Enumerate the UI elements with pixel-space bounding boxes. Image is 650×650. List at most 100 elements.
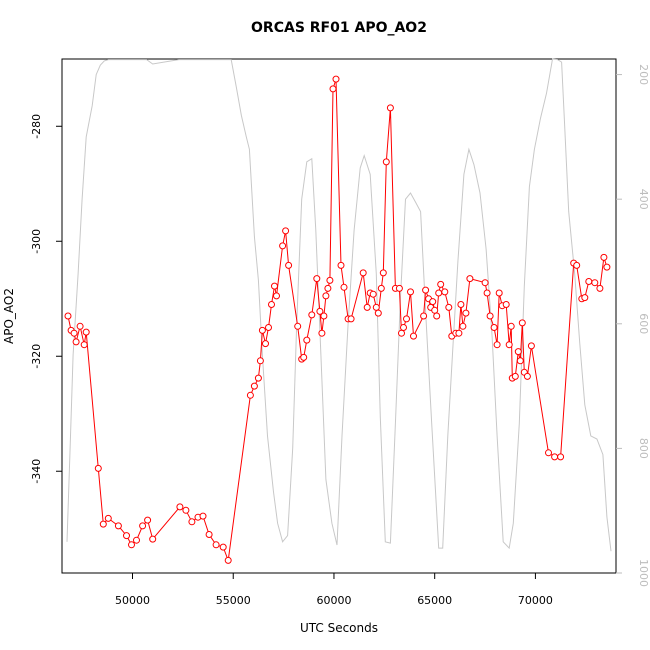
data-point bbox=[435, 289, 443, 297]
data-point bbox=[250, 382, 258, 390]
data-point bbox=[144, 516, 152, 524]
data-point bbox=[596, 284, 604, 292]
data-point bbox=[188, 518, 196, 526]
x-tick-label: 50000 bbox=[115, 594, 150, 607]
data-point bbox=[527, 342, 535, 350]
data-point bbox=[437, 280, 445, 288]
right-y-tick-label: 800 bbox=[637, 438, 650, 459]
data-point bbox=[326, 276, 334, 284]
data-point bbox=[518, 319, 526, 327]
data-point bbox=[254, 374, 262, 382]
data-point bbox=[303, 336, 311, 344]
data-point bbox=[273, 292, 280, 300]
data-point bbox=[80, 341, 88, 349]
data-point bbox=[386, 104, 394, 112]
data-point bbox=[199, 512, 207, 520]
data-point bbox=[483, 289, 491, 297]
right-y-tick-label: 400 bbox=[637, 189, 650, 210]
data-point bbox=[318, 329, 326, 337]
data-point bbox=[308, 311, 316, 319]
data-point bbox=[420, 312, 428, 320]
x-tick-label: 55000 bbox=[216, 594, 251, 607]
data-point bbox=[300, 353, 308, 361]
data-point bbox=[133, 536, 140, 544]
data-point bbox=[377, 284, 385, 292]
data-point bbox=[182, 506, 190, 514]
data-point bbox=[64, 312, 72, 320]
data-point bbox=[422, 286, 430, 294]
x-tick-label: 60000 bbox=[316, 594, 351, 607]
data-point bbox=[94, 464, 102, 472]
data-point bbox=[359, 269, 367, 277]
data-point bbox=[400, 324, 407, 331]
data-point bbox=[573, 261, 581, 269]
data-point bbox=[372, 303, 380, 311]
data-point bbox=[258, 326, 266, 334]
data-point bbox=[114, 522, 122, 530]
data-point bbox=[523, 372, 531, 380]
data-point bbox=[313, 275, 321, 283]
data-point bbox=[282, 227, 290, 235]
data-point bbox=[205, 531, 213, 538]
data-point bbox=[431, 306, 439, 314]
data-point bbox=[379, 269, 387, 277]
data-point bbox=[320, 312, 328, 320]
y-axis: -340 -320 -300 -280 bbox=[30, 114, 62, 484]
data-point bbox=[246, 391, 254, 399]
data-point bbox=[374, 309, 382, 317]
data-point bbox=[279, 242, 287, 250]
data-point bbox=[149, 535, 157, 543]
data-point bbox=[466, 275, 474, 283]
data-point bbox=[128, 541, 135, 549]
data-point bbox=[490, 324, 498, 331]
data-point bbox=[322, 292, 330, 300]
x-axis-label: UTC Seconds bbox=[300, 621, 378, 635]
y-axis-label: APO_AO2 bbox=[2, 288, 16, 344]
data-point bbox=[516, 357, 524, 365]
data-point bbox=[139, 522, 147, 530]
data-point bbox=[462, 309, 470, 317]
data-point bbox=[551, 453, 559, 461]
data-point bbox=[433, 312, 441, 320]
data-point bbox=[493, 341, 501, 349]
data-point bbox=[429, 298, 437, 306]
apo-series-layer bbox=[64, 75, 611, 564]
y-tick-label: -320 bbox=[30, 344, 43, 369]
right-y-tick-label: 600 bbox=[637, 313, 650, 334]
data-point bbox=[294, 322, 302, 330]
y-tick-label: -280 bbox=[30, 114, 43, 139]
x-axis: 50000 55000 60000 65000 70000 bbox=[115, 572, 553, 607]
data-point bbox=[332, 75, 340, 83]
data-point bbox=[104, 514, 112, 522]
data-point bbox=[507, 322, 515, 330]
chart-title: ORCAS RF01 APO_AO2 bbox=[251, 20, 427, 36]
data-point bbox=[212, 541, 220, 549]
data-point bbox=[410, 332, 417, 340]
data-point bbox=[324, 284, 332, 292]
data-point bbox=[99, 520, 107, 528]
data-point bbox=[340, 283, 348, 291]
y-tick-label: -300 bbox=[30, 229, 43, 254]
data-point bbox=[600, 253, 608, 261]
data-point bbox=[265, 324, 272, 331]
data-point bbox=[403, 315, 410, 323]
data-point bbox=[72, 338, 80, 346]
data-point bbox=[176, 503, 184, 511]
data-point bbox=[224, 556, 232, 564]
pressure-line bbox=[66, 58, 612, 552]
data-point bbox=[398, 329, 405, 337]
data-point bbox=[256, 357, 264, 365]
data-point bbox=[603, 263, 611, 271]
data-point bbox=[363, 303, 371, 311]
data-point bbox=[511, 372, 519, 380]
data-point bbox=[514, 348, 522, 356]
data-point bbox=[581, 294, 589, 302]
data-point bbox=[445, 303, 453, 311]
data-point bbox=[486, 312, 494, 320]
data-point bbox=[268, 301, 275, 308]
data-point bbox=[329, 85, 337, 93]
data-point bbox=[441, 288, 449, 296]
data-point bbox=[262, 340, 269, 348]
pressure-series-layer bbox=[66, 58, 612, 552]
